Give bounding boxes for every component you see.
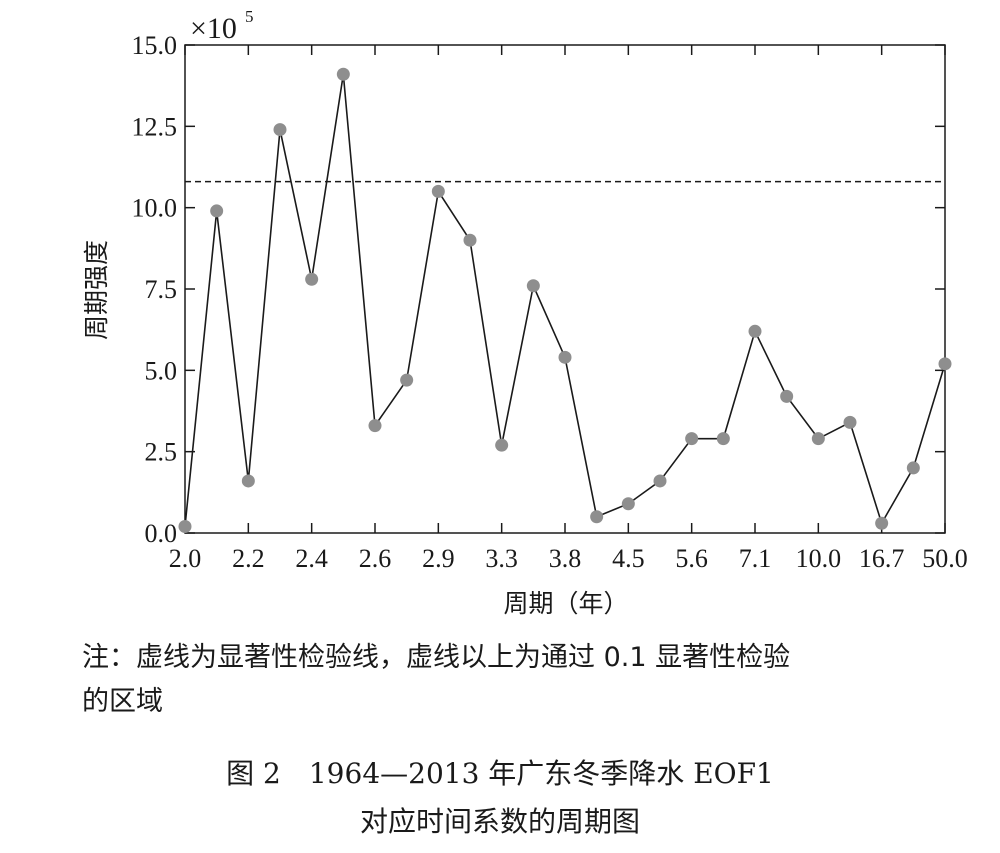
periodogram-chart: 0.0 2.5 5.0 7.5 10.0 12.5 15.0 2.0 2.2 2.4 2.6 2.9 3… xyxy=(82,7,968,618)
data-point xyxy=(558,350,572,364)
y-axis-title: 周期强度 xyxy=(82,240,111,340)
x-tick-label: 3.8 xyxy=(549,544,582,573)
x-tick-label: 4.5 xyxy=(612,544,645,573)
data-point xyxy=(463,233,477,247)
data-point xyxy=(305,272,319,286)
data-point xyxy=(716,432,730,446)
x-tick-label: 2.2 xyxy=(232,544,265,573)
note-line-1: 注：虚线为显著性检验线，虚线以上为通过 0.1 显著性检验 xyxy=(82,642,791,673)
data-point xyxy=(843,415,857,429)
data-point xyxy=(336,67,350,81)
data-point xyxy=(906,461,920,475)
figure-caption-subtitle: 对应时间系数的周期图 xyxy=(359,805,640,838)
y-tick-label: 2.5 xyxy=(145,438,178,467)
x-tick-label: 2.9 xyxy=(422,544,455,573)
data-point xyxy=(748,324,762,338)
x-tick-label: 2.4 xyxy=(295,544,328,573)
y-tick-label: 7.5 xyxy=(145,275,178,304)
data-point xyxy=(495,438,509,452)
data-point xyxy=(526,279,540,293)
data-point xyxy=(368,419,382,433)
x-tick-label: 50.0 xyxy=(922,544,968,573)
y-multiplier-label: ×10 xyxy=(190,12,237,45)
x-tick-label: 2.0 xyxy=(169,544,202,573)
y-multiplier-exponent: 5 xyxy=(245,7,254,26)
y-tick-label: 10.0 xyxy=(132,194,178,223)
x-tick-label: 7.1 xyxy=(739,544,772,573)
y-tick-label: 5.0 xyxy=(145,356,178,385)
series-line xyxy=(184,74,946,527)
data-point xyxy=(811,432,825,446)
data-point xyxy=(431,184,445,198)
figure-caption-title: 图 2 1964—2013 年广东冬季降水 EOF1 xyxy=(226,757,774,790)
x-tick-label: 3.3 xyxy=(485,544,518,573)
x-axis-title: 周期（年） xyxy=(503,589,628,618)
y-tick-label: 0.0 xyxy=(145,519,178,548)
data-point xyxy=(273,123,287,137)
chart-note: 注：虚线为显著性检验线，虚线以上为通过 0.1 显著性检验 的区域 xyxy=(82,636,982,724)
data-point xyxy=(875,516,889,530)
data-point xyxy=(210,204,224,218)
x-tick-label: 2.6 xyxy=(359,544,392,573)
data-point xyxy=(241,474,255,488)
note-line-2: 的区域 xyxy=(82,686,163,717)
plot-frame xyxy=(184,44,946,534)
data-point xyxy=(590,510,604,524)
x-tick-label: 16.7 xyxy=(859,544,905,573)
plot-area: 0.0 2.5 5.0 7.5 10.0 12.5 15.0 2.0 2.2 2.4 2.6 2.9 3… xyxy=(132,31,968,573)
y-tick-label: 15.0 xyxy=(132,31,178,60)
data-point xyxy=(400,373,414,387)
data-point xyxy=(178,519,192,533)
x-tick-label: 10.0 xyxy=(796,544,842,573)
data-point xyxy=(621,497,635,511)
x-tick-label: 5.6 xyxy=(675,544,708,573)
data-point xyxy=(938,357,952,371)
data-point xyxy=(780,389,794,403)
y-tick-label: 12.5 xyxy=(132,112,178,141)
data-point xyxy=(685,432,699,446)
data-point xyxy=(653,474,667,488)
